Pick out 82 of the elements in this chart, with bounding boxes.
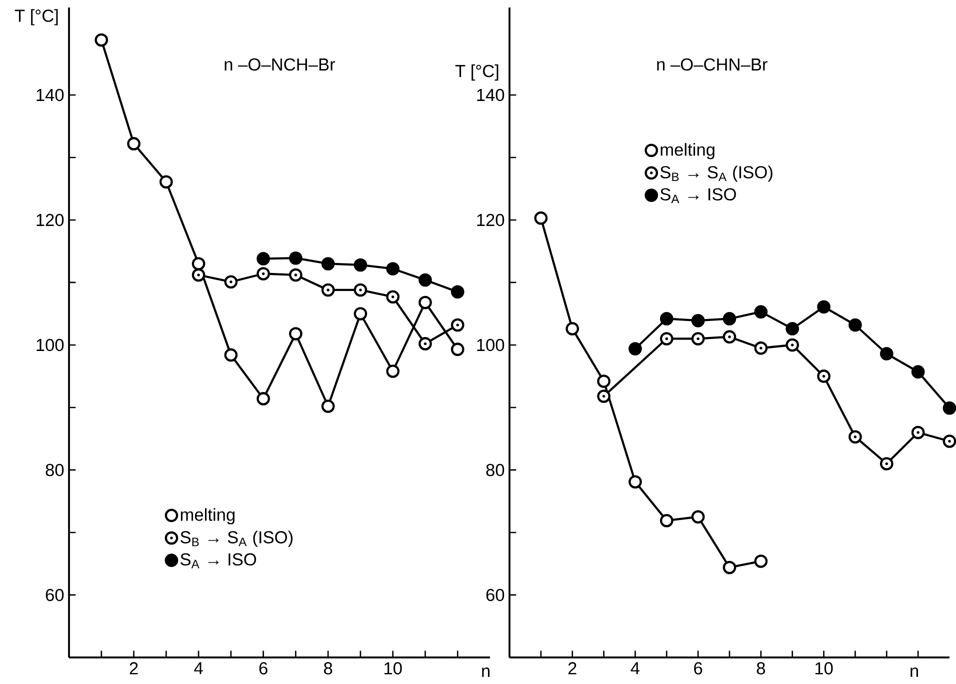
- point: [848, 318, 862, 332]
- point: [418, 273, 432, 287]
- y-tick-label: 100: [477, 338, 504, 352]
- point: [386, 290, 400, 304]
- x-tick-label: 4: [194, 662, 203, 674]
- y-tick-label: 140: [477, 88, 504, 102]
- point: [450, 285, 464, 299]
- x-tick-label: 10: [384, 662, 402, 674]
- point: [256, 392, 270, 406]
- legend-label: melting: [180, 508, 235, 524]
- point: [660, 312, 674, 326]
- point: [880, 347, 894, 360]
- point: [566, 322, 580, 336]
- text: n –O–CHN–Br: [657, 58, 768, 71]
- legend-label: S$_{A}$ → ISO: [180, 553, 256, 568]
- point: [127, 137, 140, 150]
- y-tick-label: 140: [36, 88, 64, 102]
- point: [628, 342, 642, 356]
- x-tick-label: 2: [130, 662, 138, 674]
- point: [722, 560, 736, 574]
- point: [691, 510, 705, 524]
- x-axis-title: n: [482, 668, 490, 677]
- point: [660, 514, 674, 528]
- y-axis-title: T [°C]: [14, 9, 58, 26]
- point: [289, 327, 302, 340]
- point: [289, 251, 302, 265]
- point: [660, 332, 674, 346]
- legend-label: S$_{B}$ → S$_{A}$ (ISO): [660, 166, 772, 182]
- y-tick-label: 60: [486, 588, 504, 602]
- point: [786, 322, 800, 336]
- point: [691, 314, 705, 328]
- x-tick-label: 10: [815, 662, 833, 674]
- point: [817, 370, 830, 383]
- y-tick-label: 120: [477, 214, 504, 226]
- y-tick-label: 100: [36, 338, 64, 352]
- point: [817, 300, 830, 314]
- point: [386, 262, 400, 276]
- point: [289, 268, 302, 282]
- point: [597, 374, 610, 388]
- point: [256, 267, 270, 280]
- legend-label: S$_{B}$ → S$_{A}$ (ISO): [180, 530, 293, 547]
- point: [722, 312, 736, 326]
- point: [321, 400, 335, 413]
- point: [450, 342, 464, 356]
- point: [848, 430, 862, 444]
- y-tick-label: 60: [46, 588, 64, 602]
- x-tick-label: 6: [259, 662, 268, 674]
- text: n –O–NCH–Br: [224, 58, 336, 71]
- point: [354, 307, 368, 320]
- point: [192, 257, 206, 270]
- point: [754, 305, 768, 319]
- point: [597, 390, 610, 403]
- y-tick-label: 80: [486, 464, 504, 476]
- point: [159, 175, 173, 189]
- x-tick-label: 6: [694, 662, 702, 674]
- x-tick-label: 8: [756, 662, 765, 674]
- point: [354, 258, 368, 272]
- y-tick-label: 120: [36, 214, 64, 226]
- point: [911, 365, 925, 379]
- x-tick-label: 4: [630, 662, 640, 674]
- legend-label: S$_{A}$ → ISO: [660, 188, 736, 204]
- point: [754, 554, 768, 568]
- x-tick-label: 8: [324, 662, 332, 674]
- point: [418, 296, 432, 310]
- point: [224, 275, 238, 289]
- point: [192, 268, 206, 282]
- point: [256, 252, 270, 266]
- point: [94, 33, 108, 47]
- legend-label: melting: [660, 143, 714, 160]
- point: [880, 457, 894, 470]
- point: [386, 364, 400, 378]
- point: [354, 283, 368, 297]
- x-axis-title: n: [910, 668, 918, 677]
- point: [691, 332, 705, 346]
- point: [534, 211, 548, 225]
- point: [224, 348, 238, 362]
- point: [321, 257, 335, 270]
- x-tick-label: 2: [568, 662, 576, 674]
- point: [418, 337, 432, 350]
- y-tick-label: 80: [46, 464, 64, 476]
- point: [628, 475, 642, 489]
- y-axis-title: T [°C]: [455, 64, 498, 81]
